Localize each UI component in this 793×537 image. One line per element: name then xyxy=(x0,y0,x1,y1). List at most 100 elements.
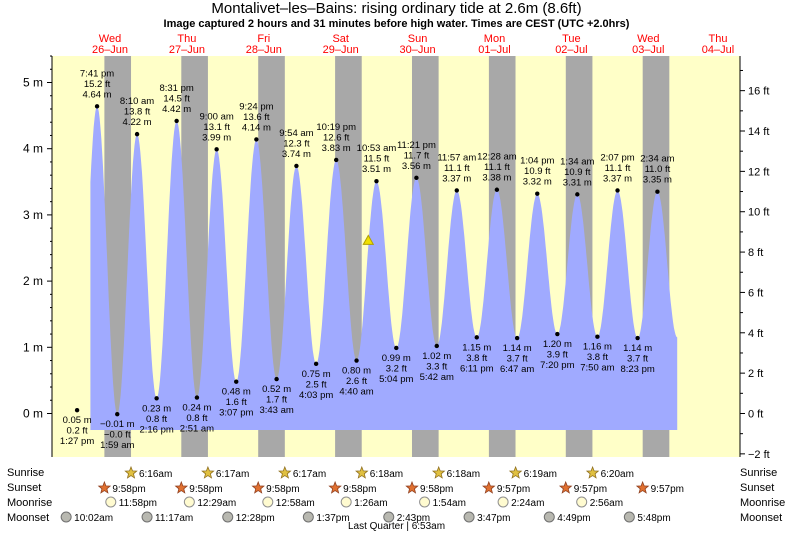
moonset-time: 11:17am xyxy=(155,513,193,524)
day-name: Sat xyxy=(332,33,349,45)
low-tide-ft: 3.8 ft xyxy=(466,353,487,364)
high-tide-time: 7:41 pm xyxy=(80,68,114,79)
sunrise-time: 6:17am xyxy=(216,469,249,480)
day-date: 26–Jun xyxy=(92,44,128,56)
right-tick-label: 10 ft xyxy=(748,207,769,219)
high-tide-m: 4.14 m xyxy=(242,122,271,133)
chart-title: Montalivet–les–Bains: rising ordinary ti… xyxy=(211,0,582,17)
high-tide-ft: 11.0 ft xyxy=(645,164,671,175)
moonrise-icon xyxy=(497,496,509,508)
sunrise-time: 6:17am xyxy=(293,469,326,480)
low-tide-point xyxy=(635,335,640,341)
high-tide-point xyxy=(134,131,140,137)
low-tide-m: 1.02 m xyxy=(422,351,451,362)
left-tick-label: 4 m xyxy=(23,142,43,156)
high-tide-m: 3.37 m xyxy=(603,173,632,184)
moon-phase-note: Last Quarter | 6:53am xyxy=(347,521,446,532)
high-tide-time: 11:21 pm xyxy=(397,140,436,151)
low-tide-time: 7:50 am xyxy=(580,363,614,374)
moonset-time: 3:47pm xyxy=(477,513,510,524)
low-tide-time: 1:27 pm xyxy=(60,436,94,447)
sunrise-icon xyxy=(508,465,523,479)
sunset-time: 9:57pm xyxy=(497,484,530,495)
low-tide-time: 7:20 pm xyxy=(540,360,574,371)
low-tide-time: 3:07 pm xyxy=(219,408,253,419)
high-tide-time: 9:24 pm xyxy=(239,101,273,112)
high-tide-time: 8:10 am xyxy=(120,96,154,107)
moonset-time: 10:02am xyxy=(74,513,113,524)
day-date: 04–Jul xyxy=(702,44,734,56)
high-tide-m: 3.74 m xyxy=(282,149,311,160)
day-date: 27–Jun xyxy=(169,44,205,56)
sunset-icon xyxy=(328,480,342,494)
low-tide-point xyxy=(115,411,120,417)
day-name: Thu xyxy=(709,33,728,45)
low-tide-time: 2:51 am xyxy=(180,424,214,435)
high-tide-m: 3.99 m xyxy=(202,132,231,143)
high-tide-m: 4.64 m xyxy=(83,89,112,100)
low-tide-m: 0.23 m xyxy=(142,403,171,414)
low-tide-time: 5:04 pm xyxy=(379,374,413,385)
high-tide-time: 1:04 pm xyxy=(520,156,554,167)
sunset-time: 9:58pm xyxy=(112,484,145,495)
low-tide-m: 0.75 m xyxy=(302,369,331,380)
low-tide-ft: 0.8 ft xyxy=(186,413,207,424)
sunset-icon xyxy=(174,480,189,494)
high-tide-time: 10:19 pm xyxy=(316,122,356,133)
high-tide-ft: 12.3 ft xyxy=(283,138,310,149)
sunset-time: 9:57pm xyxy=(651,484,684,495)
high-tide-m: 3.56 m xyxy=(402,161,431,172)
low-tide-point xyxy=(514,335,520,341)
high-tide-point xyxy=(374,178,379,184)
sunset-time: 9:58pm xyxy=(420,484,453,495)
sunrise-icon xyxy=(355,465,369,479)
moonset-time: 12:28pm xyxy=(236,513,275,524)
high-tide-time: 8:31 pm xyxy=(159,83,193,94)
day-name: Wed xyxy=(99,33,121,45)
moonrise-icon xyxy=(576,496,588,508)
right-tick-label: 2 ft xyxy=(748,368,763,380)
high-tide-ft: 13.8 ft xyxy=(124,107,151,118)
tide-area xyxy=(90,106,678,431)
high-tide-m: 4.42 m xyxy=(162,104,191,115)
day-name: Tue xyxy=(562,33,581,45)
axes: 0 m 1 m 2 m 3 m 4 m 5 m −2 ft 0 ft 2 ft 4 ft 6 ft 8… xyxy=(23,55,770,461)
low-tide-point xyxy=(595,334,600,339)
high-tide-m: 3.35 m xyxy=(643,175,672,186)
sunset-label-right: Sunset xyxy=(740,482,775,494)
sunset-time: 9:58pm xyxy=(189,484,222,495)
sunrise-icon xyxy=(431,465,446,479)
high-tide-point xyxy=(294,163,299,169)
sunset-icon xyxy=(635,480,650,494)
moonset-time: 2:43pm xyxy=(397,513,430,524)
sunrise-time: 6:18am xyxy=(447,469,480,480)
moonset-icon xyxy=(623,511,635,523)
sunset-icon xyxy=(251,480,265,494)
moonset-icon xyxy=(222,511,234,523)
right-tick-label: 0 ft xyxy=(748,409,763,421)
low-tide-ft: 3.7 ft xyxy=(627,354,648,365)
low-tide-ft: 3.3 ft xyxy=(426,361,447,372)
low-tide-point xyxy=(394,345,399,351)
sunrise-icon xyxy=(124,465,138,479)
sunrise-icon xyxy=(585,465,600,479)
high-tide-ft: 11.1 ft xyxy=(444,163,470,174)
day-name: Thu xyxy=(177,33,196,45)
high-tide-point xyxy=(94,104,100,109)
high-tide-point xyxy=(214,147,219,152)
day-name: Fri xyxy=(257,33,270,45)
high-tide-ft: 10.9 ft xyxy=(564,167,591,178)
low-tide-point xyxy=(474,335,479,340)
moonset-icon xyxy=(141,511,153,523)
low-tide-time: 4:40 am xyxy=(339,387,373,398)
high-tide-m: 3.37 m xyxy=(442,173,471,184)
high-tide-time: 1:34 am xyxy=(560,156,594,167)
low-tide-ft: 2.6 ft xyxy=(346,376,367,387)
high-tide-ft: 14.5 ft xyxy=(163,93,190,104)
high-tide-m: 3.83 m xyxy=(322,143,351,154)
low-tide-m: 1.16 m xyxy=(583,342,612,353)
moonrise-time: 1:54am xyxy=(433,498,466,509)
high-tide-point xyxy=(334,157,339,163)
chart-subtitle: Image captured 2 hours and 31 minutes be… xyxy=(163,18,630,30)
high-tide-point xyxy=(174,118,179,124)
